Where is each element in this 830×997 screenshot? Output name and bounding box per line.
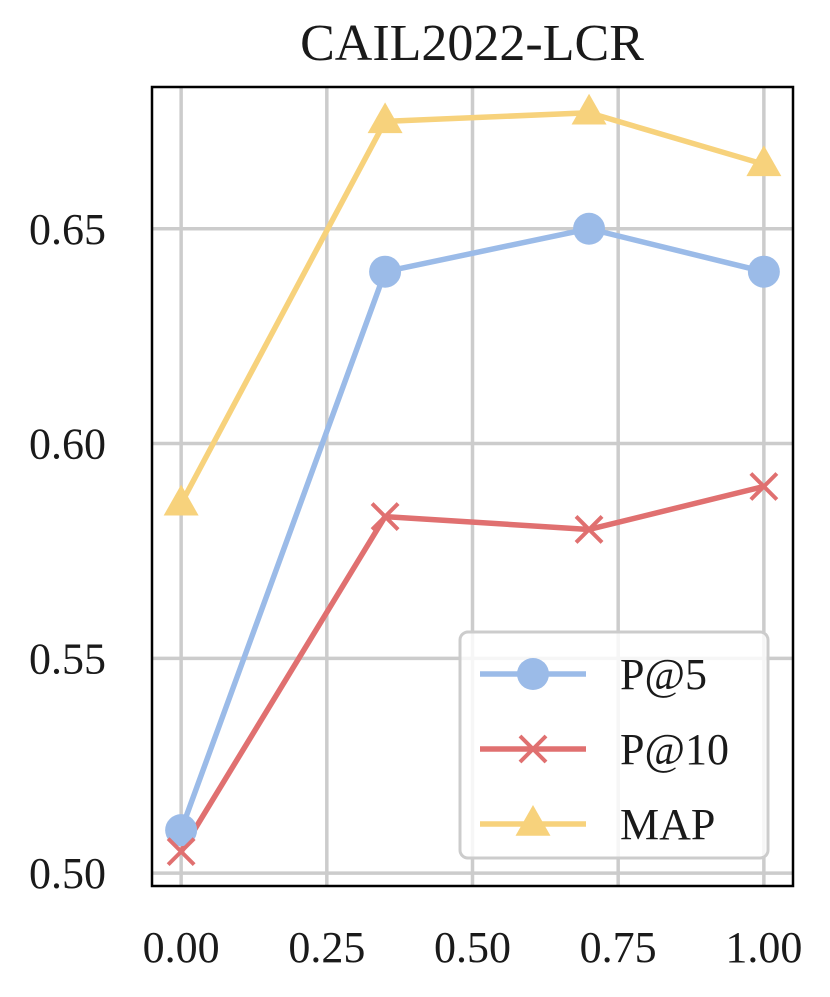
x-tick-label: 0.00 — [143, 923, 220, 972]
data-point-p5 — [573, 212, 606, 245]
data-point-map — [571, 93, 607, 125]
data-point-map — [367, 102, 403, 134]
data-point-p10 — [749, 472, 779, 501]
x-axis-ticks: 0.00 0.25 0.50 0.75 1.00 — [143, 923, 803, 972]
legend-marker-map — [515, 805, 551, 836]
legend-label-map: MAP — [620, 800, 715, 849]
series-layer — [163, 93, 782, 867]
legend-label-p10: P@10 — [620, 725, 729, 774]
data-point-p5 — [369, 255, 402, 288]
data-point-p10 — [574, 515, 604, 544]
data-point-p10 — [370, 502, 400, 531]
x-tick-label: 0.50 — [434, 923, 511, 972]
x-tick-label: 1.00 — [725, 923, 802, 972]
data-point-map — [746, 145, 782, 177]
legend-label-p5: P@5 — [620, 650, 707, 699]
legend-marker-p5 — [517, 658, 549, 690]
plot-frame — [150, 85, 795, 888]
legend: P@5 P@10 MAP — [458, 630, 770, 860]
series-line-p10 — [178, 483, 765, 854]
x-tick-label: 0.25 — [288, 923, 365, 972]
data-point-p10 — [166, 837, 196, 867]
y-tick-label: 0.55 — [29, 634, 106, 683]
data-point-p5 — [165, 814, 198, 847]
x-tick-label: 0.75 — [580, 923, 657, 972]
data-point-p5 — [747, 255, 780, 288]
y-tick-label: 0.60 — [29, 420, 106, 469]
series-line-p5 — [178, 226, 765, 832]
series-line-map — [178, 110, 765, 505]
data-point-map — [163, 484, 199, 516]
y-tick-label: 0.50 — [29, 849, 106, 898]
y-axis-ticks: 0.50 0.55 0.60 0.65 — [29, 205, 106, 898]
legend-marker-p10 — [518, 734, 548, 764]
chart-title: CAIL2022-LCR — [300, 15, 644, 72]
y-tick-label: 0.65 — [29, 205, 106, 254]
